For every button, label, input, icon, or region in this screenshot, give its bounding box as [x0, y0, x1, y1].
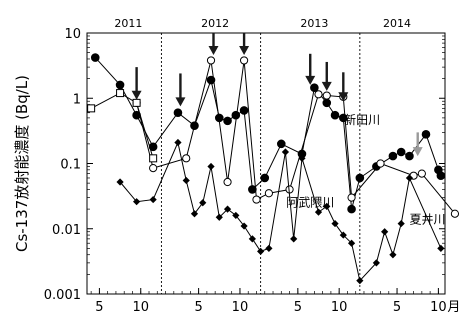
point-0-17	[331, 111, 339, 119]
point-0-15	[311, 84, 319, 92]
point-1-10	[323, 92, 330, 99]
y-tick-label-0.001: 0.001	[44, 288, 81, 303]
point-0-27	[437, 172, 445, 180]
x-unit-label: 月	[447, 300, 460, 315]
point-3-25	[381, 228, 388, 235]
x-tick-label-6: 5	[393, 300, 401, 315]
x-tick-label-3: 10	[232, 300, 249, 315]
year-label-2013: 2013	[300, 17, 328, 30]
point-1-3	[207, 57, 214, 64]
point-0-12	[261, 174, 269, 182]
point-3-26	[389, 251, 396, 258]
point-2-0	[88, 105, 95, 112]
point-1-2	[183, 155, 190, 162]
point-0-1	[116, 81, 124, 89]
point-3-15	[282, 148, 289, 155]
x-tick-label-4: 5	[294, 300, 302, 315]
arrow-5	[322, 62, 332, 91]
point-0-24	[406, 152, 414, 160]
series-line-0	[95, 58, 441, 210]
point-3-6	[199, 199, 206, 206]
point-3-20	[331, 220, 338, 227]
arrow-1	[175, 73, 185, 106]
point-1-16	[451, 210, 458, 217]
series-1	[133, 57, 459, 217]
point-0-16	[323, 99, 331, 107]
point-0-8	[224, 117, 232, 125]
point-3-7	[207, 163, 214, 170]
series-annotation-0: 新田川	[344, 112, 380, 127]
point-0-4	[174, 109, 182, 117]
point-3-13	[257, 248, 264, 255]
y-axis-title: Cs-137放射能濃度 (Bq/L)	[13, 75, 31, 252]
point-0-25	[422, 131, 430, 139]
point-1-15	[418, 170, 425, 177]
arrow-head-5	[322, 82, 332, 91]
y-tick-label-1: 1	[73, 92, 81, 107]
point-0-10	[240, 107, 248, 115]
series-3	[116, 139, 444, 284]
point-3-4	[183, 177, 190, 184]
series-annotation-2: 夏井川	[409, 213, 445, 227]
point-2-2	[133, 99, 140, 106]
arrow-3	[239, 33, 249, 55]
point-0-19	[348, 205, 356, 213]
point-1-5	[240, 57, 247, 64]
point-3-3	[174, 139, 181, 146]
x-tick-label-2: 5	[194, 300, 202, 315]
point-3-18	[315, 208, 322, 215]
point-1-12	[348, 194, 355, 201]
arrow-0	[132, 67, 142, 100]
x-tick-label-1: 10	[132, 300, 149, 315]
point-3-12	[249, 235, 256, 242]
arrow-4	[305, 54, 315, 85]
x-tick-label-5: 10	[331, 300, 348, 315]
arrow-7	[413, 132, 423, 156]
point-1-6	[253, 196, 260, 203]
y-tick-label-10: 10	[64, 27, 81, 42]
series-annotation-1: 阿武隈川	[286, 195, 334, 209]
point-3-27	[398, 220, 405, 227]
arrow-head-0	[132, 91, 142, 100]
point-2-3	[150, 155, 157, 162]
point-0-0	[91, 54, 99, 62]
arrow-head-3	[239, 46, 249, 55]
point-1-1	[150, 165, 157, 172]
y-tick-label-0.1: 0.1	[60, 158, 81, 173]
series-2	[88, 90, 157, 162]
point-0-23	[397, 148, 405, 156]
series-line-2	[91, 93, 153, 158]
point-3-14	[265, 245, 272, 252]
point-0-22	[389, 152, 397, 160]
arrow-2	[208, 33, 218, 55]
point-1-4	[224, 178, 231, 185]
point-3-2	[150, 196, 157, 203]
arrow-head-7	[413, 147, 423, 156]
point-2-1	[117, 90, 124, 97]
year-label-2012: 2012	[201, 17, 229, 30]
x-tick-label-0: 5	[95, 300, 103, 315]
point-0-13	[277, 140, 285, 148]
arrow-head-1	[175, 97, 185, 106]
year-label-2014: 2014	[383, 17, 411, 30]
x-tick-label-7: 10	[430, 300, 447, 315]
year-label-2011: 2011	[114, 17, 142, 30]
point-0-20	[356, 174, 364, 182]
point-1-9	[315, 91, 322, 98]
point-1-13	[377, 160, 384, 167]
point-3-16	[290, 235, 297, 242]
y-tick-label-0.01: 0.01	[52, 223, 81, 238]
arrow-head-2	[208, 46, 218, 55]
point-3-29	[437, 245, 444, 252]
point-1-7	[265, 190, 272, 197]
